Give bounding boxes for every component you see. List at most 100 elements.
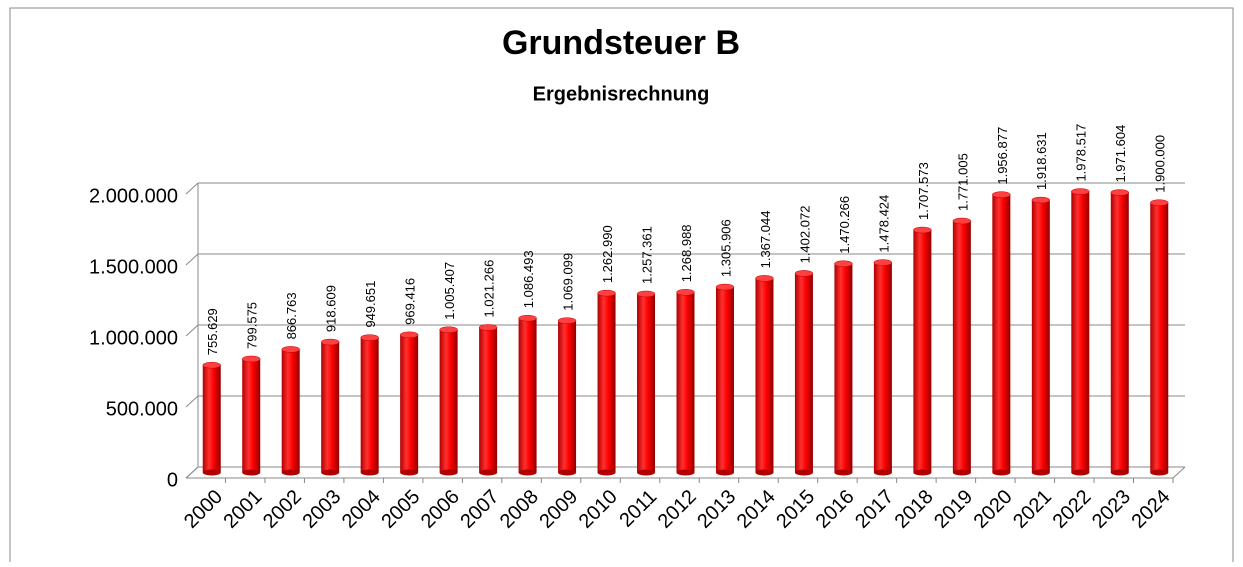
- y-tick-label: 1.500.000: [89, 256, 178, 278]
- data-label: 1.956.877: [995, 127, 1010, 185]
- bar-top: [873, 259, 893, 266]
- bar: [518, 318, 537, 473]
- bar: [1071, 191, 1090, 473]
- data-label: 799.575: [245, 302, 260, 349]
- data-label: 1.086.493: [521, 250, 536, 308]
- bar-base: [479, 469, 498, 476]
- bar: [992, 194, 1011, 473]
- bar: [873, 262, 892, 473]
- bar-top: [557, 317, 577, 324]
- bar-top: [478, 324, 498, 331]
- y-tick-label: 2.000.000: [89, 185, 178, 207]
- bar-base: [992, 469, 1011, 476]
- bar-top: [439, 326, 458, 333]
- data-label: 1.707.573: [916, 162, 931, 220]
- data-label: 1.005.407: [442, 262, 457, 320]
- bar: [242, 358, 261, 473]
- bar-top: [202, 361, 221, 369]
- bar-base: [558, 469, 577, 476]
- bar-base: [439, 469, 458, 476]
- data-label: 755.629: [205, 308, 220, 355]
- bar-top: [320, 338, 340, 346]
- bar: [1150, 202, 1169, 473]
- floor-edge: [1172, 466, 1186, 479]
- bar-top: [1110, 189, 1130, 196]
- bar-base: [952, 469, 971, 476]
- bar-top: [1150, 199, 1169, 206]
- data-label: 866.763: [284, 292, 299, 339]
- y-tick-label: 0: [167, 469, 178, 491]
- bar: [321, 342, 340, 473]
- data-label: 1.305.906: [718, 219, 733, 277]
- bar-top: [518, 314, 537, 322]
- data-label: 1.268.988: [679, 224, 694, 282]
- bar-base: [637, 469, 656, 476]
- bar: [1031, 200, 1050, 473]
- data-label: 1.262.990: [600, 225, 615, 283]
- bar-base: [400, 469, 419, 476]
- bar-base: [597, 469, 616, 476]
- bar: [597, 293, 616, 473]
- bar: [834, 263, 853, 473]
- bar-base: [834, 469, 853, 476]
- bar-base: [1071, 469, 1090, 476]
- bar-base: [242, 469, 261, 476]
- bar-top: [952, 217, 972, 225]
- bar-base: [676, 469, 695, 476]
- bar: [558, 320, 577, 473]
- bar: [637, 293, 656, 473]
- bar-top: [834, 260, 853, 267]
- bar: [1110, 192, 1129, 473]
- grid-stub: [185, 395, 199, 408]
- grid-stub: [185, 324, 199, 337]
- data-label: 949.651: [363, 281, 378, 328]
- bar-top: [755, 275, 774, 282]
- bar: [952, 221, 971, 473]
- data-label: 969.416: [403, 278, 418, 325]
- bar-top: [636, 290, 656, 298]
- bar-base: [281, 469, 300, 476]
- bar-base: [518, 469, 537, 476]
- data-label: 1.918.631: [1034, 132, 1049, 190]
- y-tick-label: 1.000.000: [89, 327, 178, 349]
- bar-top: [360, 334, 379, 341]
- bar: [794, 273, 813, 473]
- bar-top: [241, 355, 261, 363]
- data-label: 1.478.424: [876, 195, 891, 253]
- chart-title: Grundsteuer B: [502, 24, 740, 62]
- bar-top: [715, 283, 735, 291]
- bar: [676, 292, 695, 473]
- data-label: 918.609: [324, 285, 339, 332]
- data-label: 1.367.044: [758, 211, 773, 269]
- grid-stub: [185, 466, 199, 479]
- bar: [755, 278, 774, 473]
- bar-base: [321, 469, 340, 476]
- bar: [360, 337, 379, 473]
- bar-base: [755, 469, 774, 476]
- bar-base: [913, 469, 932, 476]
- data-label: 1.771.005: [955, 153, 970, 211]
- data-label: 1.470.266: [837, 196, 852, 254]
- data-label: 1.257.361: [639, 226, 654, 284]
- bar-base: [715, 469, 734, 476]
- bar-base: [873, 469, 892, 476]
- bar-top: [913, 226, 932, 234]
- grid-stub: [185, 253, 199, 266]
- bar-top: [597, 289, 616, 297]
- data-label: 1.402.072: [797, 206, 812, 264]
- bar-base: [1150, 469, 1169, 476]
- bar-base: [1031, 469, 1050, 476]
- chart-subtitle: Ergebnisrechnung: [533, 83, 710, 105]
- data-label: 1.069.099: [560, 253, 575, 311]
- bar-base: [1110, 469, 1129, 476]
- data-label: 1.978.517: [1074, 124, 1089, 182]
- bar-top: [281, 346, 300, 353]
- bar-base: [202, 469, 221, 476]
- bar-top: [1031, 196, 1051, 204]
- bar-top: [992, 191, 1011, 198]
- bar-base: [360, 469, 379, 476]
- bar-top: [1071, 188, 1090, 195]
- bar-base: [794, 469, 813, 476]
- data-label: 1.021.266: [482, 260, 497, 318]
